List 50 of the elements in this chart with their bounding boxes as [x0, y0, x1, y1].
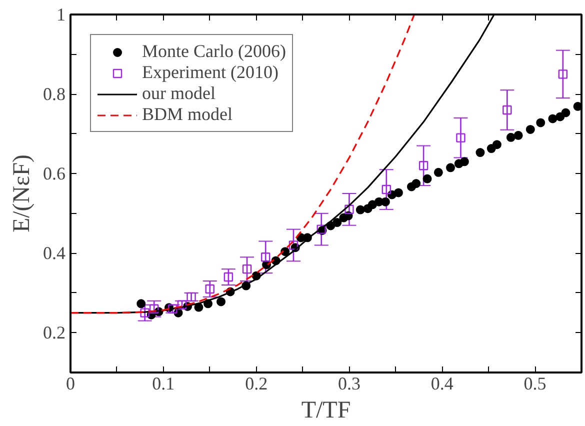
x-tick-label: 0.1: [152, 374, 175, 394]
point: [140, 308, 150, 318]
x-tick-label: 0.3: [338, 374, 360, 394]
point: [434, 168, 443, 177]
y-tick-label: 0.8: [43, 84, 66, 104]
point: [288, 240, 298, 250]
point: [242, 264, 252, 274]
point: [506, 132, 516, 142]
x-tick-label: 0: [66, 374, 75, 394]
point: [526, 124, 535, 134]
y-tick-label: 0.2: [43, 322, 66, 343]
point: [476, 148, 485, 158]
point: [422, 174, 432, 184]
x-tick-label: 0.5: [524, 374, 546, 394]
point: [168, 304, 178, 314]
point: [492, 140, 502, 150]
point: [502, 105, 512, 115]
point: [558, 70, 568, 79]
x-tick-label: 0.2: [245, 374, 268, 394]
legend-label: our model: [142, 83, 216, 104]
point: [136, 299, 146, 308]
point: [261, 252, 270, 262]
legend-label: Experiment (2010): [142, 62, 278, 83]
y-tick-label: 1: [56, 4, 66, 24]
x-tick-label: 0.4: [430, 374, 454, 394]
point: [394, 188, 403, 198]
point: [446, 163, 455, 172]
point: [548, 114, 558, 124]
point: [573, 102, 582, 111]
point: [418, 161, 428, 170]
point: [224, 272, 234, 282]
point: [456, 133, 466, 142]
point: [382, 184, 391, 194]
point: [356, 205, 365, 214]
point: [460, 157, 469, 166]
legend-label: BDM model: [142, 104, 233, 125]
y-axis-title: E/(NεF): [9, 154, 35, 233]
point: [561, 108, 570, 118]
x-axis-title: T/TF: [301, 398, 351, 424]
y-tick-label: 0.6: [43, 164, 66, 184]
y-tick-label: 0.4: [43, 243, 66, 264]
legend-label: Monte Carlo (2006): [142, 41, 286, 62]
point: [514, 130, 523, 140]
point: [150, 304, 159, 314]
point: [332, 218, 342, 228]
point: [205, 284, 214, 294]
point: [536, 118, 546, 128]
point: [216, 297, 226, 306]
point: [344, 204, 354, 214]
point: [412, 179, 421, 188]
